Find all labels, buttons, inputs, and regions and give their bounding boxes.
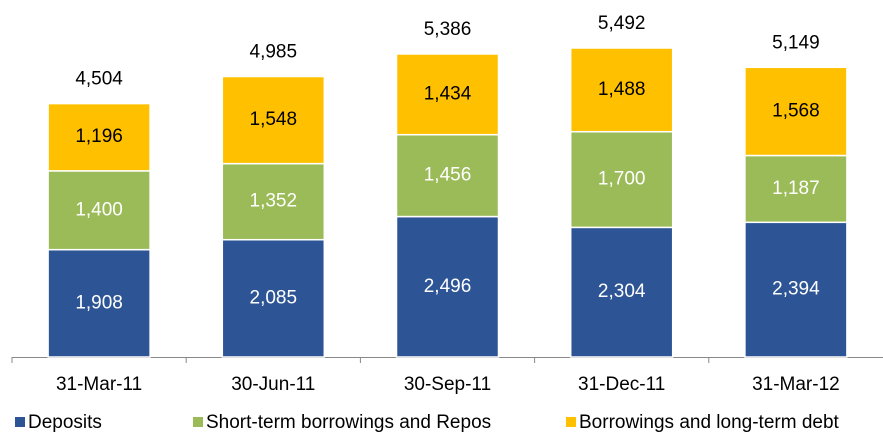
value-label: 2,394 bbox=[772, 279, 820, 300]
bar-segment bbox=[221, 162, 326, 241]
value-label: 2,085 bbox=[250, 287, 298, 308]
value-label: 1,548 bbox=[250, 109, 298, 130]
legend-swatch bbox=[193, 417, 203, 427]
total-label: 5,149 bbox=[772, 32, 820, 53]
value-label: 1,196 bbox=[75, 126, 123, 147]
x-tick-label: 30-Jun-11 bbox=[231, 374, 315, 395]
value-label: 1,908 bbox=[75, 292, 123, 313]
bar-segment bbox=[569, 130, 674, 229]
bar-segment bbox=[47, 102, 151, 172]
value-label: 1,187 bbox=[772, 178, 820, 199]
bar-segment bbox=[744, 66, 848, 157]
value-label: 2,304 bbox=[598, 281, 646, 302]
legend-swatch bbox=[15, 417, 25, 427]
bar-segment bbox=[395, 53, 500, 136]
bar-segment bbox=[569, 226, 674, 358]
legend-swatch bbox=[566, 417, 576, 427]
value-label: 1,352 bbox=[250, 191, 298, 212]
x-tick-label: 31-Mar-11 bbox=[56, 374, 142, 395]
x-tick-label: 30-Sep-11 bbox=[404, 374, 491, 395]
bar-segment bbox=[744, 154, 848, 224]
value-label: 1,434 bbox=[424, 83, 472, 104]
total-label: 5,386 bbox=[424, 19, 472, 40]
legend-label: Borrowings and long-term debt bbox=[579, 412, 840, 433]
x-tick-label: 31-Dec-11 bbox=[578, 374, 665, 395]
total-label: 5,492 bbox=[598, 13, 646, 34]
bar-segment bbox=[221, 238, 326, 358]
bar-segment bbox=[47, 248, 151, 358]
bar-segment bbox=[395, 215, 500, 358]
value-label: 1,568 bbox=[772, 100, 820, 121]
bar-segment bbox=[744, 221, 848, 358]
total-label: 4,985 bbox=[250, 42, 298, 63]
value-label: 1,400 bbox=[75, 199, 123, 220]
legend-label: Deposits bbox=[28, 412, 102, 433]
legend-label: Short-term borrowings and Repos bbox=[206, 412, 491, 433]
bar-segment bbox=[395, 133, 500, 218]
bar-segment bbox=[569, 47, 674, 133]
bar-segment bbox=[221, 75, 326, 165]
value-label: 2,496 bbox=[424, 276, 472, 297]
value-label: 1,488 bbox=[598, 79, 646, 100]
value-label: 1,456 bbox=[424, 165, 472, 186]
total-label: 4,504 bbox=[75, 69, 123, 90]
x-tick-label: 31-Mar-12 bbox=[752, 374, 840, 395]
value-label: 1,700 bbox=[598, 169, 646, 190]
